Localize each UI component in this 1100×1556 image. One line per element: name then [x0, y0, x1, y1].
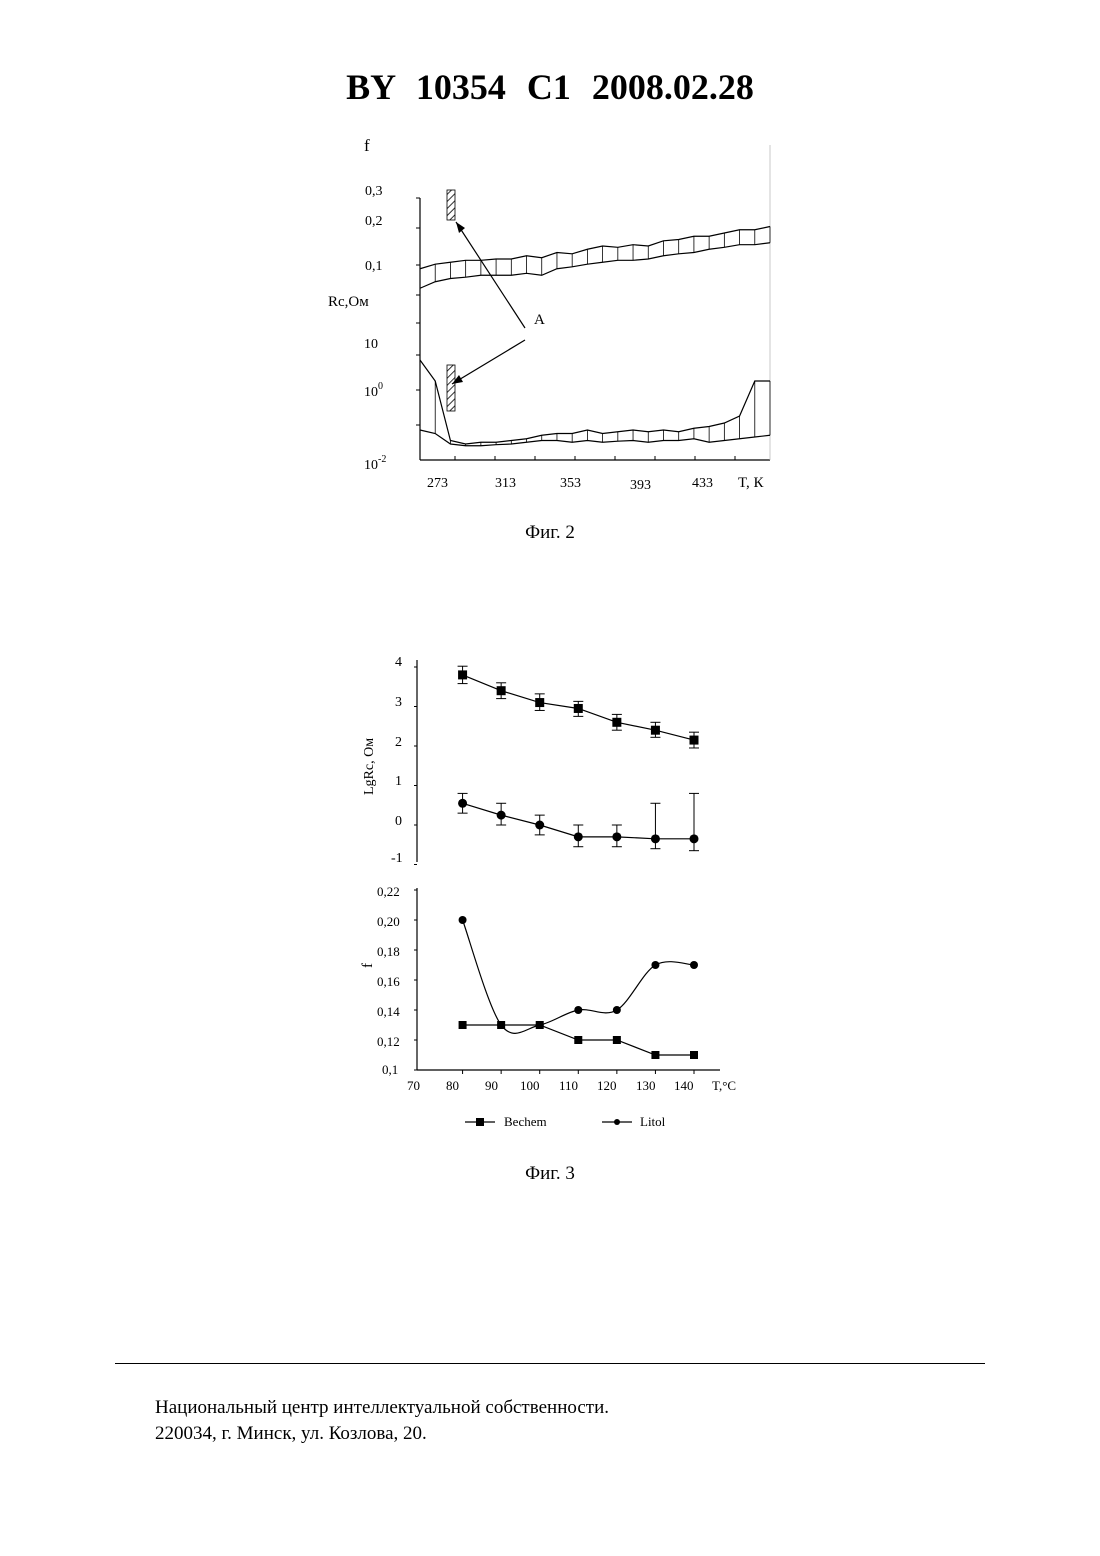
- fig3-x-tick: 90: [485, 1078, 498, 1093]
- fig3-bottom-ylabel: f: [360, 963, 376, 968]
- fig3-top-bechem-point: [612, 718, 621, 727]
- fig2-rc-band-upper-line: [420, 360, 770, 444]
- figure-3: LgRc, Ом 4 3 2 1 0 -1 f 0,22 0,20 0,18 0…: [340, 640, 760, 1140]
- fig3-bottom-litol-point: [459, 916, 467, 924]
- footer-divider: [115, 1363, 985, 1364]
- fig2-f-band-lower-line: [420, 243, 770, 289]
- fig3-bottom-ytick: 0,20: [377, 914, 400, 929]
- figure-3-caption: Фиг. 3: [0, 1163, 1100, 1185]
- fig3-bottom-ytick: 0,22: [377, 884, 400, 899]
- fig3-top-bechem-point: [458, 670, 467, 679]
- fig3-x-tick: 130: [636, 1078, 656, 1093]
- fig3-bottom-litol-point: [613, 1006, 621, 1014]
- fig2-f-axis-label: f: [364, 136, 370, 155]
- fig2-arrow-a-lower: [452, 340, 525, 384]
- fig2-x-tick: 353: [560, 476, 581, 491]
- fig3-bottom-litol-point: [651, 961, 659, 969]
- legend-bechem-marker: [476, 1118, 484, 1126]
- page-header: BY 10354 C1 2008.02.28: [0, 66, 1100, 108]
- fig3-top-bechem-point: [497, 686, 506, 695]
- fig3-bottom-ytick: 0,14: [377, 1004, 400, 1019]
- fig3-top-litol-point: [612, 832, 621, 841]
- fig3-top-ytick: 2: [395, 735, 402, 750]
- fig3-x-tick: 70: [407, 1078, 420, 1093]
- fig3-bottom-bechem-point: [574, 1036, 582, 1044]
- fig3-top-ytick: -1: [391, 851, 403, 866]
- fig3-top-ytick: 0: [395, 814, 402, 829]
- fig3-bottom-litol-point: [536, 1021, 544, 1029]
- fig3-top-litol-point: [651, 834, 660, 843]
- fig3-bottom-ytick: 0,1: [382, 1062, 398, 1077]
- fig2-x-tick: 313: [495, 476, 516, 491]
- fig3-bottom-litol-point: [497, 1021, 505, 1029]
- fig2-f-tick: 0,1: [365, 259, 383, 274]
- fig3-bottom-bechem-point: [651, 1051, 659, 1059]
- fig2-f-tick: 0,2: [365, 214, 383, 229]
- footer-line-1: Национальный центр интеллектуальной собс…: [155, 1395, 609, 1421]
- footer-line-2: 220034, г. Минск, ул. Козлова, 20.: [155, 1421, 609, 1447]
- fig3-x-axis-label: T,°C: [712, 1078, 736, 1093]
- fig3-bottom-litol-point: [574, 1006, 582, 1014]
- fig2-reference-bar-f: [447, 190, 455, 220]
- fig3-top-bechem-point: [535, 698, 544, 707]
- fig3-top-litol-point: [690, 834, 699, 843]
- fig3-top-ytick: 1: [395, 774, 402, 789]
- fig3-top-litol-point: [458, 799, 467, 808]
- fig3-x-tick: 110: [559, 1078, 578, 1093]
- fig3-bottom-bechem-point: [690, 1051, 698, 1059]
- fig2-annotation-a: A: [534, 312, 545, 328]
- fig3-x-tick: 80: [446, 1078, 459, 1093]
- fig3-bottom-ytick: 0,12: [377, 1034, 400, 1049]
- fig2-rc-tick: 10: [364, 337, 378, 352]
- fig3-bottom-bechem-point: [613, 1036, 621, 1044]
- figure-2-caption: Фиг. 2: [0, 522, 1100, 544]
- fig3-bottom-bechem-point: [459, 1021, 467, 1029]
- legend-litol-marker: [614, 1119, 620, 1125]
- legend-bechem-label: Bechem: [504, 1114, 547, 1129]
- fig3-bottom-litol-point: [690, 961, 698, 969]
- fig3-x-tick: 140: [674, 1078, 694, 1093]
- fig3-top-litol-point: [497, 811, 506, 820]
- fig3-top-ylabel: LgRc, Ом: [362, 738, 377, 795]
- fig3-x-tick: 100: [520, 1078, 540, 1093]
- fig3-top-bechem-point: [651, 726, 660, 735]
- fig3-top-litol-point: [535, 821, 544, 830]
- fig2-rc-tick: 10-2: [364, 454, 386, 473]
- fig3-x-tick: 120: [597, 1078, 617, 1093]
- legend-litol-label: Litol: [640, 1114, 666, 1129]
- fig3-top-bechem-point: [574, 704, 583, 713]
- figure-2: f 0,3 0,2 0,1 Rc,Ом 10 100 10-2 273 313 …: [320, 130, 790, 500]
- fig3-bottom-ytick: 0,16: [377, 974, 400, 989]
- fig2-rc-axis-label: Rc,Ом: [328, 294, 369, 310]
- footer: Национальный центр интеллектуальной собс…: [155, 1395, 609, 1447]
- fig2-x-tick: 393: [630, 478, 651, 493]
- fig2-f-tick: 0,3: [365, 184, 383, 199]
- fig3-top-ytick: 4: [395, 655, 402, 670]
- fig2-x-tick: 433: [692, 476, 713, 491]
- fig2-x-axis-label: T, К: [738, 475, 765, 491]
- fig3-top-litol-point: [574, 832, 583, 841]
- fig2-reference-bar-rc: [447, 365, 455, 411]
- fig3-bottom-litol-line: [463, 920, 694, 1033]
- fig2-rc-tick: 100: [364, 381, 383, 400]
- fig3-top-ytick: 3: [395, 695, 402, 710]
- fig3-bottom-ytick: 0,18: [377, 944, 400, 959]
- fig2-x-tick: 273: [427, 476, 448, 491]
- fig3-top-bechem-point: [690, 736, 699, 745]
